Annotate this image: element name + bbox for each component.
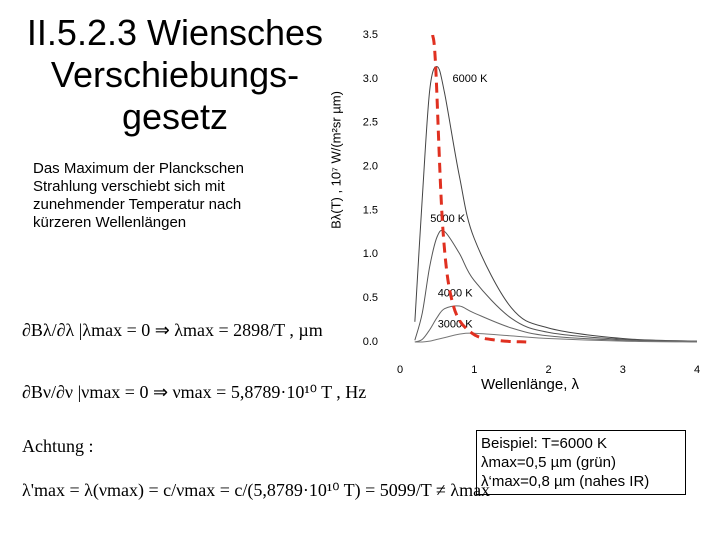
y-axis-label: Bλ(T) , 10⁷ W/(m²sr µm) (328, 91, 343, 229)
y-tick-label: 2.0 (363, 160, 378, 172)
curve-label: 3000 K (438, 318, 474, 330)
box-line: Beispiel: T=6000 K (481, 435, 608, 452)
title-line: gesetz (121, 96, 229, 137)
curve (414, 229, 698, 342)
y-tick-label: 0.0 (363, 336, 378, 348)
y-tick-label: 3.0 (363, 73, 378, 85)
title-line: II.5.2.3 Wiensches (26, 12, 324, 53)
box-line: λ‘max=0,8 µm (nahes IR) (481, 473, 650, 490)
title: II.5.2.3 Wiensches Verschiebungs- gesetz (20, 12, 330, 138)
title-line: Verschiebungs- (50, 54, 300, 95)
formula: ∂Bλ/∂λ |λmax = 0 ⇒ λmax = 2898/T , µm (22, 320, 323, 340)
formula: λ'max = λ(νmax) = c/νmax = c/(5,8789·10¹… (22, 480, 491, 500)
description: Das Maximum der Planckschen Strahlung ve… (33, 160, 244, 231)
formula: Achtung : (22, 436, 94, 456)
curve-label: 4000 K (438, 288, 474, 300)
y-tick-label: 1.0 (363, 248, 378, 260)
x-tick-label: 3 (620, 364, 626, 376)
box-line: λmax=0,5 µm (grün) (481, 454, 616, 471)
y-tick-label: 1.5 (363, 204, 378, 216)
curve (414, 305, 698, 343)
curve (414, 332, 698, 343)
curve-label: 5000 K (430, 213, 466, 225)
curve (414, 66, 698, 342)
x-tick-label: 4 (694, 364, 700, 376)
peak-line (431, 34, 527, 344)
y-tick-label: 0.5 (363, 292, 378, 304)
formula: ∂Bν/∂ν |νmax = 0 ⇒ νmax = 5,8789·10¹⁰ T … (22, 382, 367, 402)
x-axis-label: Wellenlänge, λ (481, 376, 580, 393)
y-tick-label: 2.5 (363, 117, 378, 129)
x-tick-label: 2 (545, 364, 551, 376)
y-tick-label: 3.5 (363, 29, 378, 41)
example-box: Beispiel: T=6000 K λmax=0,5 µm (grün) λ‘… (476, 430, 686, 495)
x-tick-label: 0 (397, 364, 403, 376)
x-tick-label: 1 (471, 364, 477, 376)
curve-label: 6000 K (453, 73, 489, 85)
